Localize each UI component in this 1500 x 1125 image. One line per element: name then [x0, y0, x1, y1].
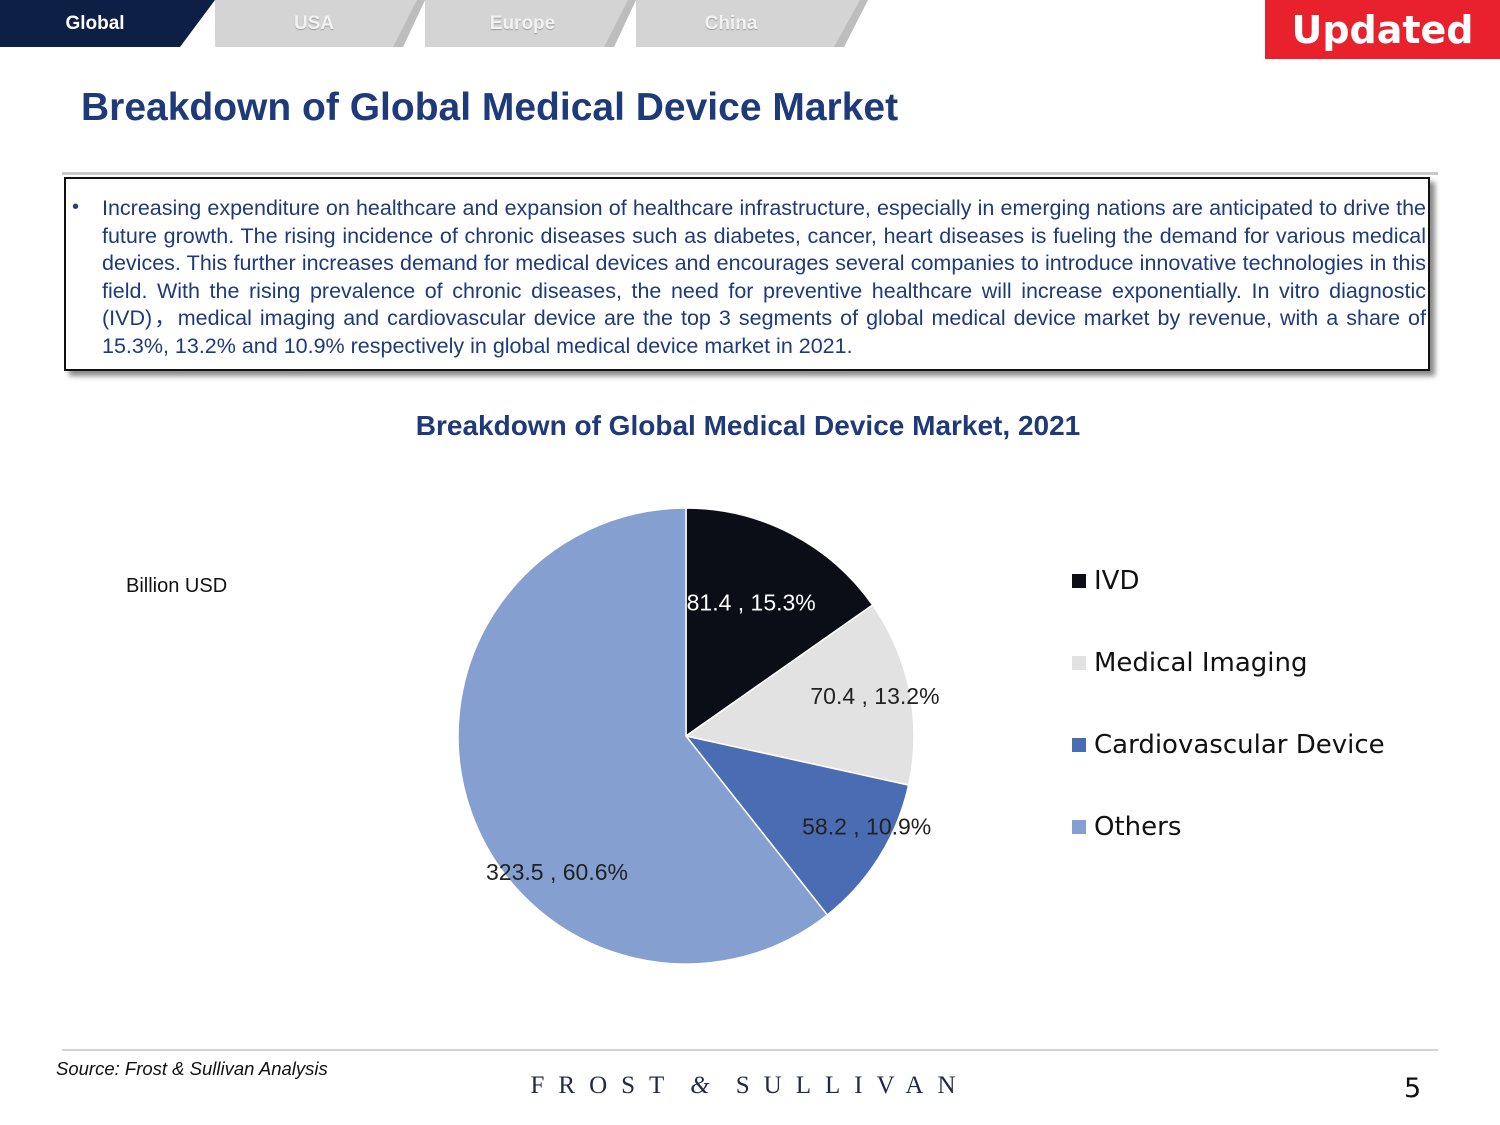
tab-global-label: Global: [65, 12, 125, 34]
source-note: Source: Frost & Sullivan Analysis: [56, 1058, 328, 1079]
legend-item-cardiovascular: Cardiovascular Device: [1072, 704, 1385, 786]
brand-right: SULLIVAN: [735, 1072, 970, 1099]
tab-usa-label: USA: [293, 12, 335, 34]
pie-slice-cardiovascular-device: [684, 734, 910, 916]
pie-slice-medical-imaging: [684, 603, 915, 786]
bullet-marker: •: [72, 196, 80, 218]
divider-bottom: [62, 1049, 1438, 1051]
unit-label: Billion USD: [126, 575, 228, 597]
legend-swatch-medical-imaging: [1072, 656, 1086, 670]
brand-left: FROST: [530, 1072, 679, 1099]
updated-badge: Updated: [1265, 0, 1500, 59]
tab-global-shape: [0, 0, 215, 47]
data-label-ivd: 81.4 , 15.3%: [687, 590, 816, 616]
legend-label-medical-imaging: Medical Imaging: [1094, 648, 1308, 678]
legend-label-others: Others: [1094, 812, 1182, 842]
legend-swatch-others: [1072, 820, 1086, 834]
page-number: 5: [1404, 1073, 1422, 1104]
tab-europe-label: Europe: [489, 12, 556, 34]
tab-usa[interactable]: USA: [213, 0, 425, 47]
tab-europe[interactable]: Europe: [423, 0, 636, 47]
legend-swatch-cardiovascular: [1072, 738, 1086, 752]
summary-box: • Increasing expenditure on healthcare a…: [64, 177, 1430, 371]
data-label-cardiovascular-device: 58.2 , 10.9%: [802, 813, 931, 839]
legend-item-others: Others: [1072, 786, 1385, 868]
pie-slice-ivd: [685, 507, 874, 738]
page-title: Breakdown of Global Medical Device Marke…: [81, 86, 899, 129]
legend-swatch-ivd: [1072, 574, 1086, 588]
chart-title: Breakdown of Global Medical Device Marke…: [0, 410, 1500, 442]
tab-china-label: China: [704, 12, 758, 34]
data-label-medical-imaging: 70.4 , 13.2%: [810, 683, 939, 709]
pie-slice-others: [457, 507, 829, 965]
region-tabs: Global USA Europe China: [0, 0, 880, 50]
chart-title-text: Breakdown of Global Medical Device Marke…: [415, 410, 1081, 441]
divider-top: [62, 172, 1438, 175]
data-label-others: 323.5 , 60.6%: [486, 859, 628, 885]
summary-paragraph: Increasing expenditure on healthcare and…: [102, 196, 1426, 358]
legend-label-cardiovascular: Cardiovascular Device: [1094, 730, 1385, 760]
legend-label-ivd: IVD: [1094, 566, 1140, 596]
legend-item-ivd: IVD: [1072, 540, 1385, 622]
tab-global[interactable]: Global: [0, 0, 215, 47]
legend-item-medical-imaging: Medical Imaging: [1072, 622, 1385, 704]
brand-logo: FROST & SULLIVAN: [0, 1072, 1500, 1100]
brand-amp: &: [690, 1072, 710, 1099]
tab-china[interactable]: China: [634, 0, 868, 47]
chart-legend: IVD Medical Imaging Cardiovascular Devic…: [1072, 540, 1385, 868]
